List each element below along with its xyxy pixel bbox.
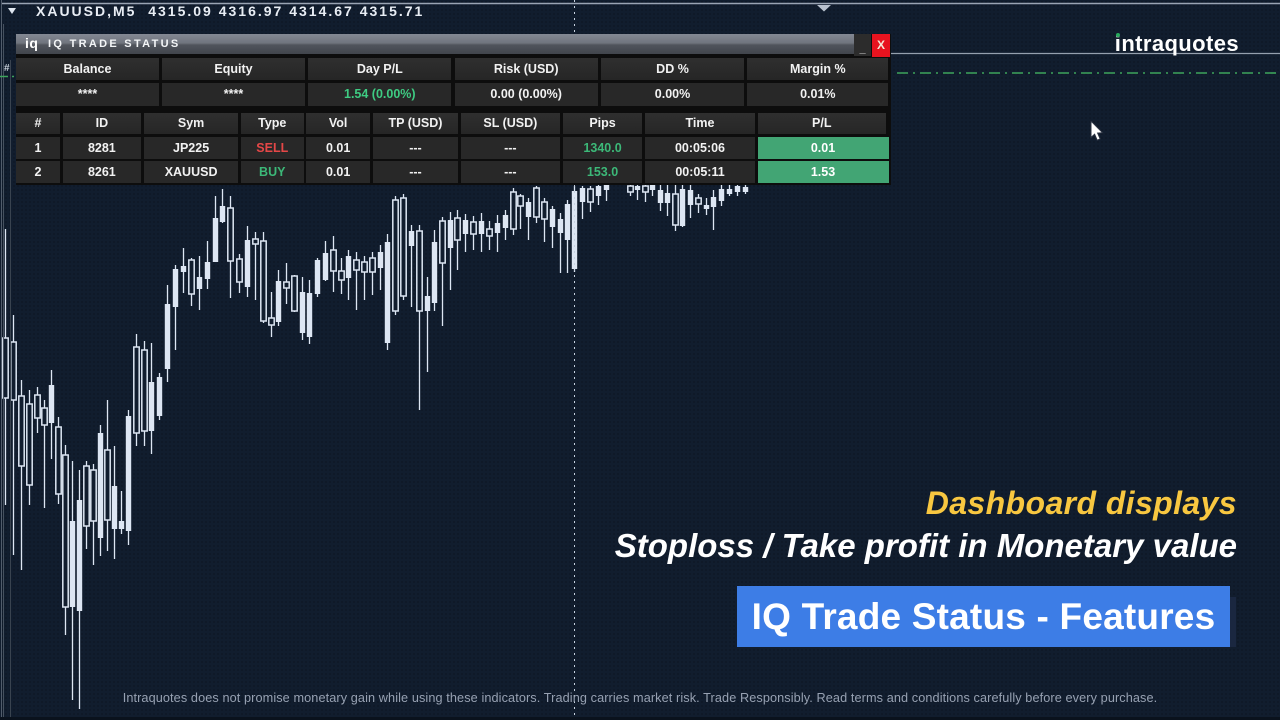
svg-text:#: #: [4, 63, 10, 74]
